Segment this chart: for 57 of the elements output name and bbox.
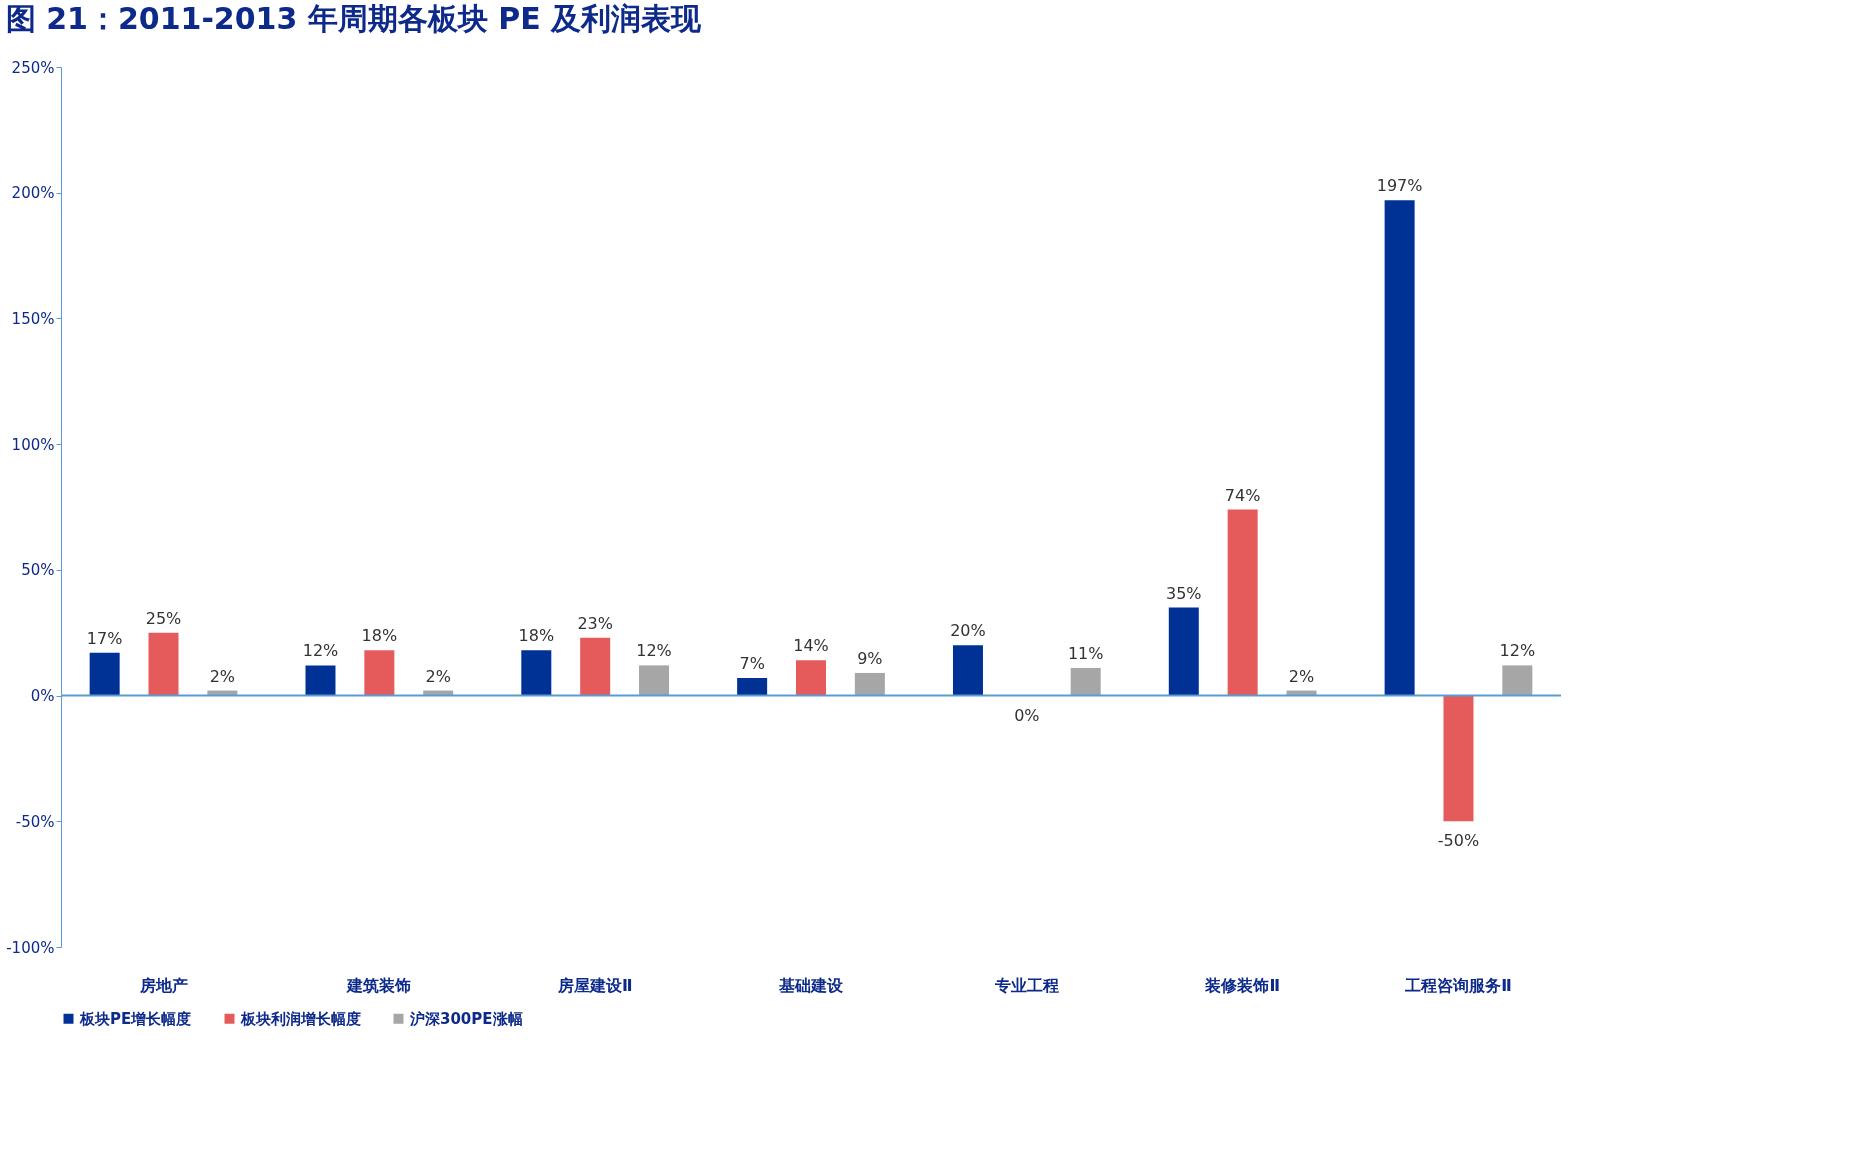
data-label: 2% — [1288, 666, 1315, 686]
data-label: 25% — [145, 608, 182, 628]
data-label: 17% — [86, 628, 123, 648]
data-label: 0% — [1014, 705, 1040, 725]
x-tick-label: 工程咨询服务Ⅱ — [1404, 975, 1512, 995]
data-label: 18% — [518, 626, 555, 646]
data-label: 9% — [857, 648, 883, 668]
bar — [580, 637, 611, 696]
y-tick-label: 150% — [11, 309, 55, 328]
data-label: 11% — [1067, 643, 1104, 663]
bar — [521, 650, 552, 696]
bar — [1070, 667, 1101, 696]
data-label: 7% — [739, 653, 765, 673]
data-label: 2% — [425, 666, 451, 686]
chart-title: 图 21：2011-2013 年周期各板块 PE 及利润表现 — [5, 1, 703, 36]
x-tick-label: 房地产 — [138, 975, 188, 995]
legend-label: 板块PE增长幅度 — [79, 1009, 192, 1028]
data-label: -50% — [1437, 831, 1480, 851]
data-label: 2% — [209, 666, 236, 686]
y-tick-label: 0% — [30, 687, 55, 706]
y-tick-label: 250% — [11, 58, 55, 77]
data-label: 23% — [577, 613, 613, 633]
bar — [952, 645, 983, 696]
bar — [639, 665, 670, 696]
y-tick-label: 200% — [11, 184, 55, 203]
y-tick-label: 50% — [21, 561, 55, 580]
data-label: 20% — [950, 621, 986, 641]
bar — [148, 632, 179, 696]
legend-label: 板块利润增长幅度 — [240, 1009, 361, 1028]
data-label: 14% — [793, 636, 829, 656]
bar — [796, 660, 826, 696]
bar — [737, 677, 768, 696]
bar — [1443, 695, 1474, 822]
data-label: 197% — [1376, 176, 1423, 196]
y-tick-label: -100% — [6, 938, 55, 957]
data-label: 12% — [302, 641, 339, 661]
data-label: 35% — [1166, 583, 1202, 603]
x-tick-label: 房屋建设Ⅱ — [556, 975, 633, 995]
data-label: 12% — [636, 641, 672, 661]
bar — [1502, 665, 1533, 696]
bar — [854, 672, 885, 696]
x-tick-label: 装修装饰Ⅱ — [1204, 975, 1280, 995]
bar — [364, 650, 395, 696]
data-label: 74% — [1224, 485, 1261, 505]
x-tick-label: 建筑装饰 — [345, 975, 412, 995]
bar — [305, 665, 336, 696]
y-tick-label: -50% — [15, 812, 55, 831]
x-tick-label: 专业工程 — [993, 975, 1059, 995]
data-label: 12% — [1499, 641, 1536, 661]
legend-label: 沪深300PE涨幅 — [409, 1009, 523, 1028]
x-tick-label: 基础建设 — [778, 975, 844, 995]
bar — [1168, 607, 1199, 696]
data-label: 18% — [361, 626, 398, 646]
bar — [1227, 509, 1258, 696]
bar — [89, 652, 120, 696]
bar — [1384, 200, 1415, 696]
y-tick-label: 100% — [11, 435, 55, 454]
